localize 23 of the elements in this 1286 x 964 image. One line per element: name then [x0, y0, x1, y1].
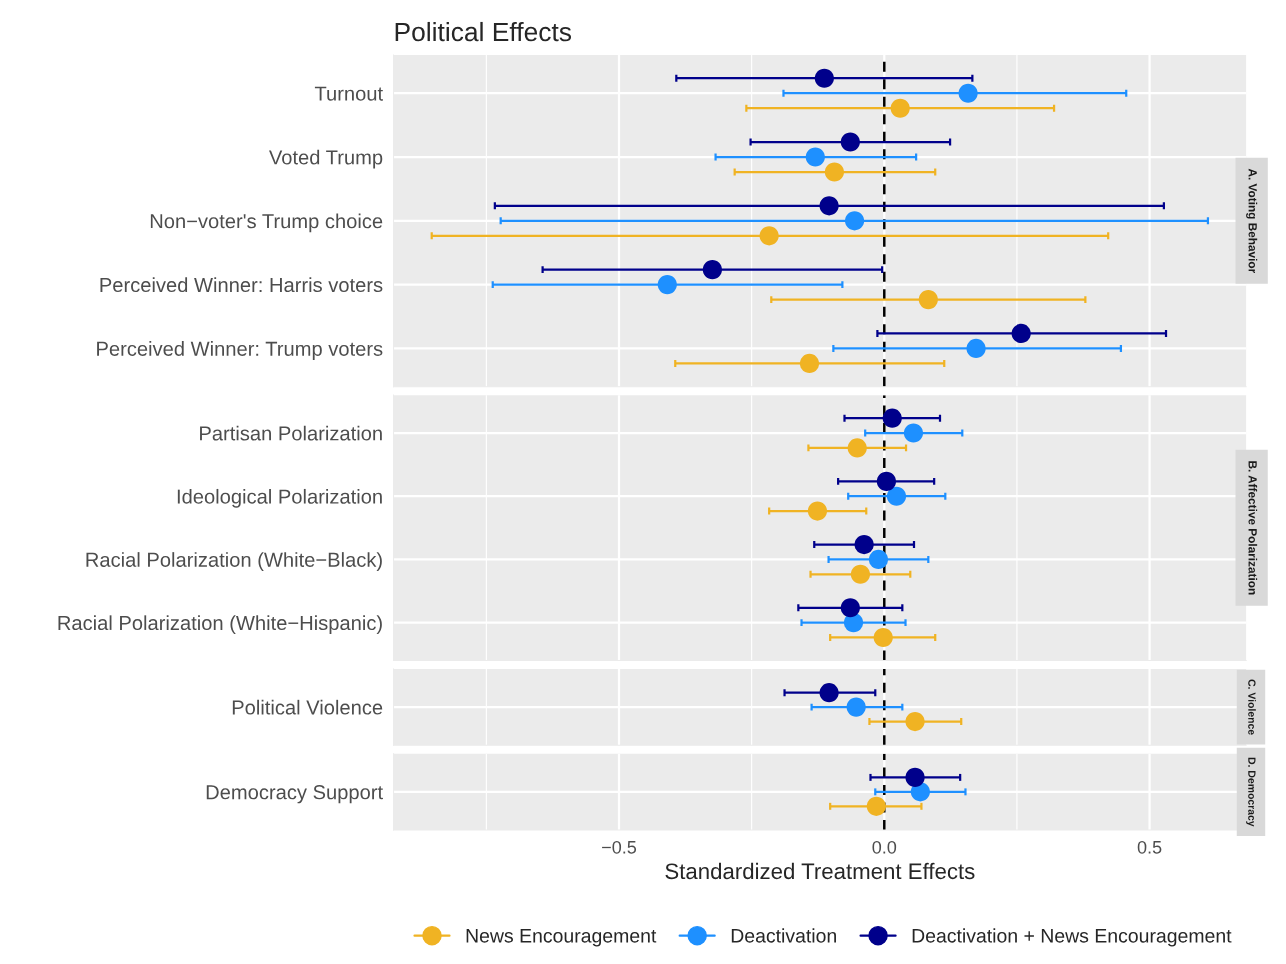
- x-tick-label: 0.5: [1137, 840, 1162, 854]
- x-axis-title: Standardized Treatment Effects: [665, 862, 975, 880]
- legend-label: News Encouragement: [466, 929, 657, 947]
- y2-axis-title: D. Democracy: [1246, 757, 1256, 827]
- y2-axis-title: B. Affective Polarization: [1248, 461, 1258, 595]
- chart-title: Political Effects: [395, 21, 572, 42]
- legend-label: Deactivation: [731, 928, 836, 943]
- y-tick-label: Voted Trump: [269, 149, 383, 169]
- y-tick-label: Partisan Polarization: [200, 425, 382, 441]
- legend-label: Deactivation + News Encouragement: [912, 928, 1232, 947]
- y-tick-label: Perceived Winner: Trump voters: [97, 341, 383, 360]
- x-tick-label: −0.5: [602, 840, 637, 854]
- y-tick-label: Ideological Polarization: [177, 488, 382, 508]
- y-tick-label: Perceived Winner: Harris voters: [100, 277, 383, 293]
- y-tick-label: Democracy Support: [206, 785, 383, 804]
- y-tick-label: Non−voter's Trump choice: [150, 213, 383, 233]
- y2-axis-title: A. Voting Behavior: [1246, 168, 1258, 274]
- y-tick-label: Turnout: [314, 86, 383, 101]
- y-tick-label: Racial Polarization (White−Black): [86, 552, 382, 571]
- y2-axis-title: C. Violence: [1248, 679, 1256, 735]
- y-tick-label: Political Violence: [232, 699, 383, 715]
- x-tick-label: 0.0: [872, 840, 897, 854]
- y-tick-label: Racial Polarization (White−Hispanic): [58, 615, 382, 635]
